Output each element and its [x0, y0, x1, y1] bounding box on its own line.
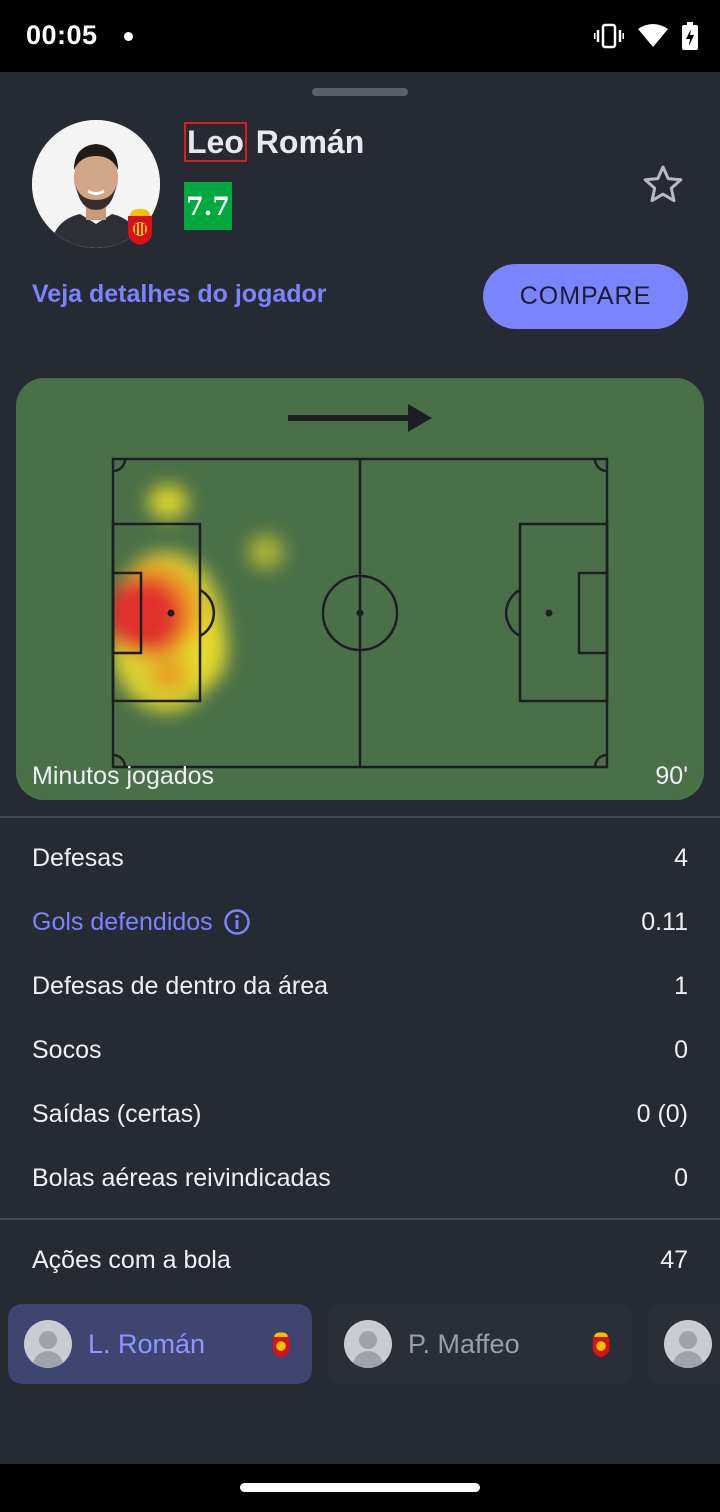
stat-label: Socos [32, 1035, 102, 1064]
stat-label-goals-prevented[interactable]: Gols defendidos [32, 908, 251, 937]
info-icon[interactable] [223, 908, 251, 936]
player-name: Leo Román [184, 122, 365, 162]
stat-value: 0.11 [641, 907, 688, 936]
home-gesture-pill[interactable] [240, 1483, 480, 1492]
stat-row-touches: Ações com a bola 47 [0, 1228, 720, 1292]
stat-row-runs-out: Saídas (certas) 0 (0) [0, 1082, 720, 1146]
stat-row-minutes: Minutos jogados 90' [0, 744, 720, 808]
stat-label: Defesas de dentro da área [32, 971, 329, 1000]
vibrate-icon [594, 23, 624, 49]
status-bar: 00:05 [0, 0, 720, 72]
stat-value: 47 [660, 1245, 688, 1274]
avatar-placeholder-icon [344, 1320, 392, 1368]
team-badge-icon [592, 1332, 610, 1358]
notification-dot-icon [124, 32, 133, 41]
favorite-star-icon[interactable] [640, 162, 686, 208]
heatmap-card [16, 378, 704, 800]
battery-charging-icon [682, 22, 698, 50]
wifi-icon [638, 24, 668, 47]
compare-button[interactable]: COMPARE [483, 264, 688, 329]
stat-row-goals-prevented[interactable]: Gols defendidos 0.11 [0, 890, 720, 954]
stat-value: 0 (0) [636, 1099, 688, 1128]
team-badge-icon [272, 1332, 290, 1358]
stat-value: 1 [674, 971, 688, 1000]
player-details-link[interactable]: Veja detalhes do jogador [32, 280, 327, 308]
stat-label: Saídas (certas) [32, 1099, 202, 1128]
stat-row-saves: Defesas 4 [0, 826, 720, 890]
player-first-name: Leo [184, 122, 247, 162]
attack-direction-arrow-icon [288, 404, 432, 432]
player-tab-name: L. Román [88, 1328, 206, 1359]
player-tabs: L. Román P. Maffeo [0, 1304, 720, 1392]
player-tab-next[interactable] [648, 1304, 720, 1384]
stat-value: 4 [674, 843, 688, 872]
stat-row-high-claims: Bolas aéreas reivindicadas 0 [0, 1146, 720, 1210]
heatmap-pitch [111, 404, 609, 769]
player-bottom-sheet: Leo Román 7.7 Veja detalhes do jogador C… [0, 72, 720, 1464]
player-tab-p-maffeo[interactable]: P. Maffeo [328, 1304, 632, 1384]
player-tab-l-roman[interactable]: L. Román [8, 1304, 312, 1384]
status-time: 00:05 [26, 20, 98, 50]
stat-value: 0 [674, 1035, 688, 1064]
team-badge-icon [128, 209, 152, 245]
player-rating-badge: 7.7 [184, 182, 232, 230]
divider [0, 816, 720, 818]
stat-label: Defesas [32, 843, 124, 872]
system-nav-bar [0, 1464, 720, 1512]
divider [0, 1218, 720, 1220]
avatar-placeholder-icon [24, 1320, 72, 1368]
heatmap-zones [113, 485, 284, 712]
stat-label: Gols defendidos [32, 907, 213, 936]
drag-handle[interactable] [312, 88, 408, 96]
player-tab-name: P. Maffeo [408, 1328, 520, 1359]
stat-value: 0 [674, 1163, 688, 1192]
player-last-name: Román [255, 124, 365, 160]
stats-list: Minutos jogados 90' Defesas 4 Gols defen… [0, 744, 720, 1292]
stat-label: Minutos jogados [32, 761, 215, 790]
stat-value: 90' [655, 761, 688, 790]
stat-label: Bolas aéreas reivindicadas [32, 1163, 331, 1192]
stat-row-punches: Socos 0 [0, 1018, 720, 1082]
status-icons [594, 18, 698, 54]
stat-row-saves-inside-box: Defesas de dentro da área 1 [0, 954, 720, 1018]
avatar-placeholder-icon [664, 1320, 712, 1368]
stat-label: Ações com a bola [32, 1245, 231, 1274]
